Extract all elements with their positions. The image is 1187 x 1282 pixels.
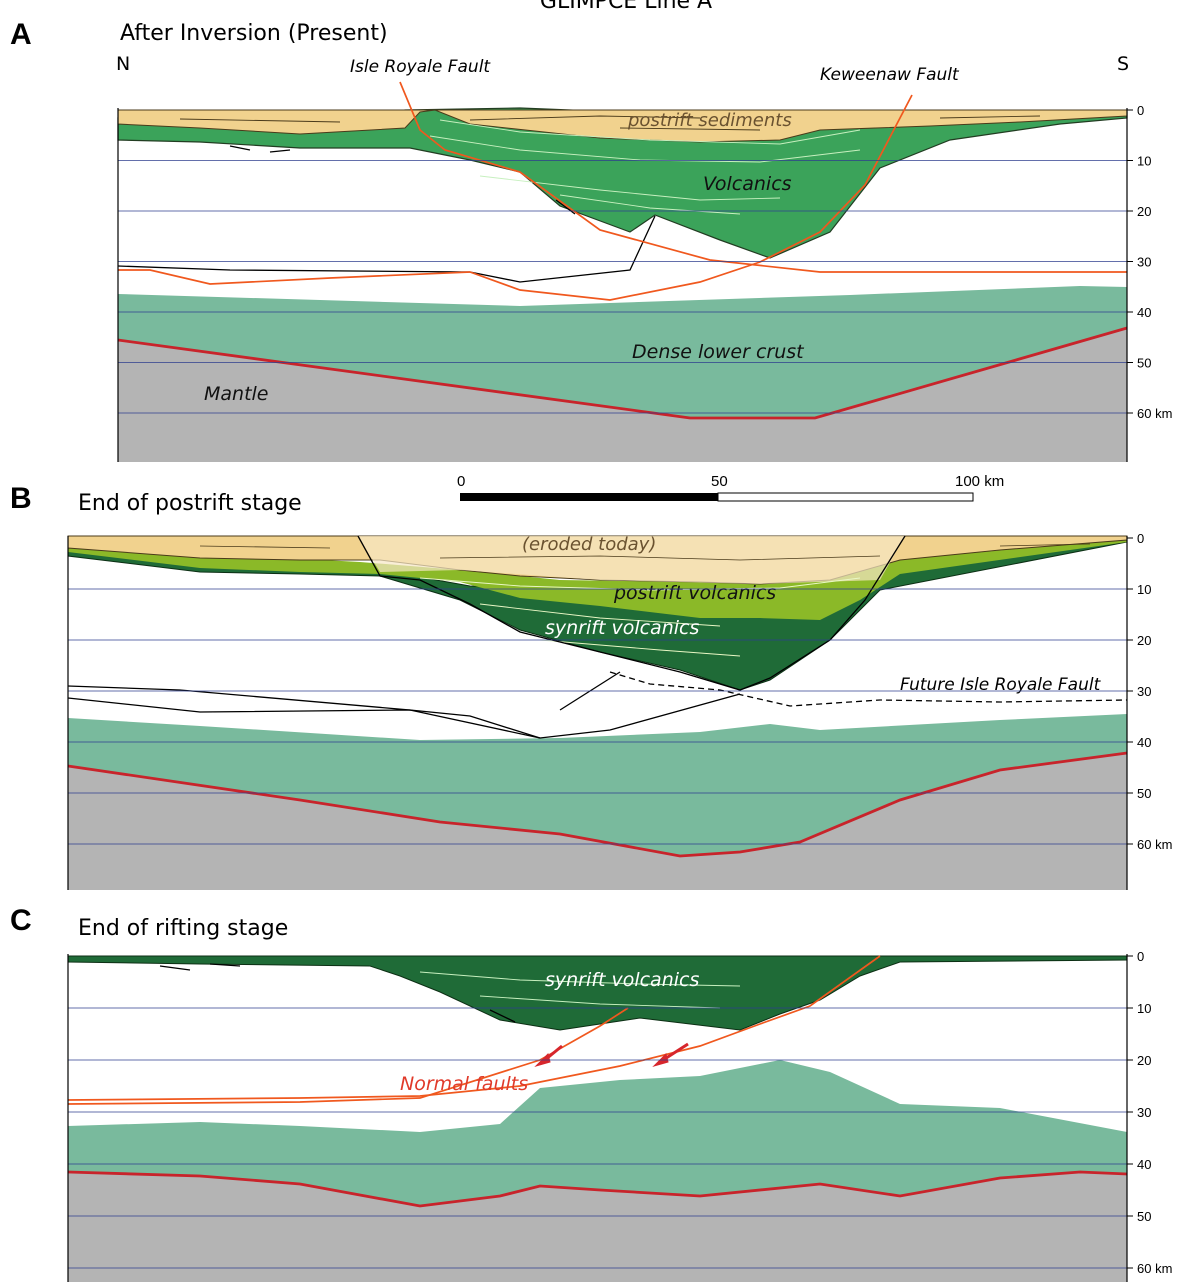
synrift-volcanics-c bbox=[68, 956, 1127, 1030]
future-isle-royale-fault-label: Future Isle Royale Fault bbox=[900, 675, 1102, 695]
depth-tick-label-c-5: 50 bbox=[1137, 1209, 1151, 1224]
depth-tick-label-a-2: 20 bbox=[1137, 204, 1151, 219]
depth-tick-label-a-3: 30 bbox=[1137, 255, 1151, 270]
depth-tick-label-b-3: 30 bbox=[1137, 684, 1151, 699]
scale-tick-100: 100 km bbox=[955, 473, 1004, 490]
dense-lower-crust-label: Dense lower crust bbox=[632, 341, 805, 363]
depth-tick-label-a-6: 60 km bbox=[1137, 406, 1172, 421]
depth-tick-label-b-2: 20 bbox=[1137, 633, 1151, 648]
panel-c: C End of rifting stage Normal faults syn… bbox=[10, 904, 1127, 1282]
depth-tick-label-a-4: 40 bbox=[1137, 305, 1151, 320]
scale-bar-white bbox=[718, 493, 973, 501]
depth-tick-label-b-0: 0 bbox=[1137, 531, 1144, 546]
scale-tick-0: 0 bbox=[457, 473, 465, 490]
panel-b-title: End of postrift stage bbox=[78, 491, 302, 516]
depth-tick-label-c-3: 30 bbox=[1137, 1105, 1151, 1120]
panel-a-title: After Inversion (Present) bbox=[120, 21, 388, 46]
depth-tick-label-c-1: 10 bbox=[1137, 1001, 1151, 1016]
mantle-label: Mantle bbox=[204, 383, 269, 405]
figure-title: GLIMPCE Line A bbox=[540, 0, 712, 14]
depth-tick-label-c-4: 40 bbox=[1137, 1157, 1151, 1172]
eroded-today-label: (eroded today) bbox=[522, 534, 656, 555]
depth-tick-label-a-5: 50 bbox=[1137, 356, 1151, 371]
volcanics-label: Volcanics bbox=[703, 173, 792, 195]
depth-tick-label-c-2: 20 bbox=[1137, 1053, 1151, 1068]
synrift-volcanics-label-b: synrift volcanics bbox=[545, 617, 699, 639]
depth-tick-label-b-5: 50 bbox=[1137, 786, 1151, 801]
depth-tick-label-b-6: 60 km bbox=[1137, 837, 1172, 852]
panel-c-letter: C bbox=[10, 904, 32, 937]
postrift-sediments-label: postrift sediments bbox=[627, 110, 792, 131]
scale-bar: 0 50 100 km bbox=[457, 473, 1004, 501]
keweenaw-fault-label: Keweenaw Fault bbox=[820, 65, 960, 85]
panel-a: A After Inversion (Present) N S bbox=[10, 18, 1129, 462]
synrift-volcanics-label-c: synrift volcanics bbox=[545, 969, 699, 991]
depth-tick-label-a-1: 10 bbox=[1137, 154, 1151, 169]
scale-bar-black bbox=[460, 493, 718, 501]
scale-tick-50: 50 bbox=[711, 473, 728, 490]
depth-tick-label-c-6: 60 km bbox=[1137, 1261, 1172, 1276]
depth-tick-label-a-0: 0 bbox=[1137, 103, 1144, 118]
depth-tick-label-c-0: 0 bbox=[1137, 949, 1144, 964]
normal-faults-label: Normal faults bbox=[400, 1073, 528, 1095]
south-label: S bbox=[1117, 53, 1129, 75]
panel-b: B End of postrift stage Futu bbox=[10, 482, 1127, 890]
postrift-volcanics-label: postrift volcanics bbox=[613, 582, 776, 604]
isle-royale-fault-label: Isle Royale Fault bbox=[350, 57, 491, 77]
north-label: N bbox=[116, 53, 130, 75]
panel-b-letter: B bbox=[10, 482, 32, 515]
panel-c-title: End of rifting stage bbox=[78, 916, 288, 941]
fault-arrows-c bbox=[536, 1044, 688, 1066]
depth-tick-label-b-4: 40 bbox=[1137, 735, 1151, 750]
depth-tick-label-b-1: 10 bbox=[1137, 582, 1151, 597]
panel-a-letter: A bbox=[10, 18, 32, 51]
